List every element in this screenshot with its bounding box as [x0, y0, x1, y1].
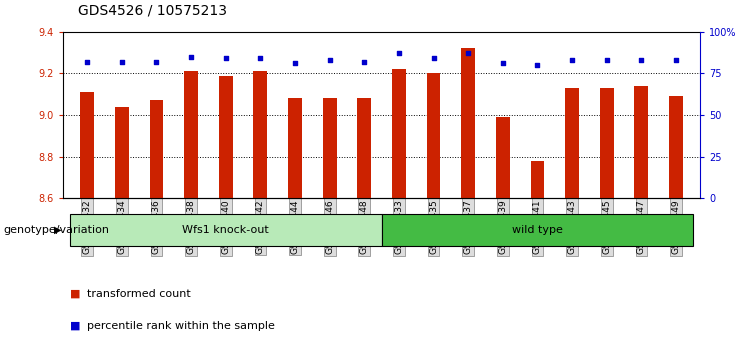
- Point: [116, 59, 127, 65]
- Bar: [150, 101, 164, 198]
- Bar: [115, 107, 129, 198]
- Bar: [669, 96, 683, 198]
- Bar: [357, 98, 371, 198]
- Point: [428, 56, 439, 61]
- Point: [531, 62, 543, 68]
- Bar: [599, 88, 614, 198]
- Bar: [565, 88, 579, 198]
- Text: wild type: wild type: [512, 225, 563, 235]
- Point: [636, 57, 648, 63]
- Point: [254, 56, 266, 61]
- Bar: [80, 92, 94, 198]
- Point: [566, 57, 578, 63]
- Bar: [634, 86, 648, 198]
- Text: GDS4526 / 10575213: GDS4526 / 10575213: [78, 4, 227, 18]
- Bar: [496, 117, 510, 198]
- Point: [324, 57, 336, 63]
- Bar: [382, 214, 694, 246]
- Point: [82, 59, 93, 65]
- Point: [289, 61, 301, 66]
- Point: [497, 61, 509, 66]
- Point: [462, 51, 474, 56]
- Bar: [288, 98, 302, 198]
- Text: percentile rank within the sample: percentile rank within the sample: [87, 321, 275, 331]
- Bar: [427, 73, 440, 198]
- Point: [393, 51, 405, 56]
- Bar: [392, 69, 406, 198]
- Bar: [185, 72, 198, 198]
- Text: Wfs1 knock-out: Wfs1 knock-out: [182, 225, 269, 235]
- Bar: [531, 161, 545, 198]
- Text: genotype/variation: genotype/variation: [4, 225, 110, 235]
- Point: [601, 57, 613, 63]
- Point: [359, 59, 370, 65]
- Text: ■: ■: [70, 321, 81, 331]
- Bar: [461, 48, 475, 198]
- Bar: [323, 98, 336, 198]
- Bar: [70, 214, 382, 246]
- Text: ▶: ▶: [54, 225, 62, 235]
- Text: transformed count: transformed count: [87, 289, 190, 299]
- Bar: [219, 75, 233, 198]
- Point: [220, 56, 232, 61]
- Bar: [253, 72, 268, 198]
- Point: [670, 57, 682, 63]
- Point: [150, 59, 162, 65]
- Text: ■: ■: [70, 289, 81, 299]
- Point: [185, 54, 197, 59]
